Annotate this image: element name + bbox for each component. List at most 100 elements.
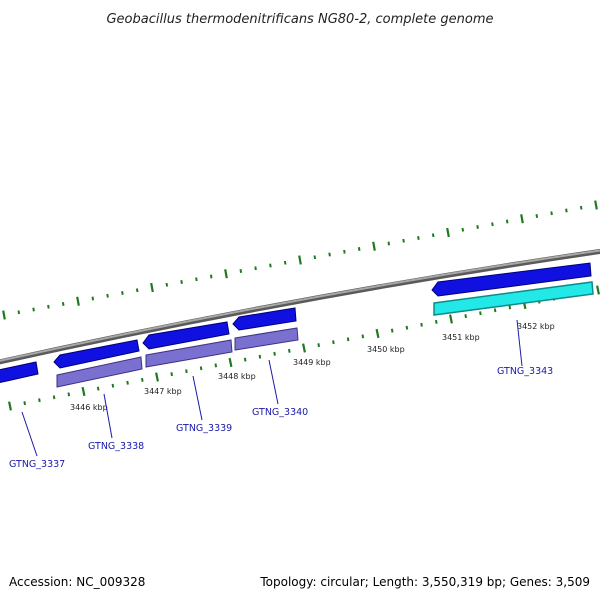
major-tick [224,269,228,279]
kbp-label: 3447 kbp [144,387,182,396]
genome-summary-text: Topology: circular; Length: 3,550,319 bp… [259,575,590,589]
minor-tick [476,225,479,229]
minor-tick [346,337,350,342]
gene-arrow-gtng-3339[interactable] [142,321,230,350]
product-bar-gtng-3338[interactable] [56,356,143,388]
major-tick [228,357,233,368]
gene-label-leaders [21,319,523,457]
major-tick [596,285,600,295]
minor-tick [47,304,50,309]
gene-label[interactable]: GTNG_3338 [88,441,144,452]
product-bar-gtng-3339[interactable] [145,339,233,368]
minor-tick [254,266,257,271]
minor-tick [402,238,405,243]
minor-tick [565,208,568,213]
gene-arrow-gtng-3343[interactable] [431,262,592,297]
minor-tick [579,205,583,210]
major-tick [298,255,302,265]
major-tick [302,343,306,353]
minor-tick [91,296,95,301]
map-title: Geobacillus thermodenitrificans NG80-2, … [106,12,493,27]
minor-tick [435,319,438,324]
gene-labels: GTNG_3337 GTNG_3338 GTNG_3339 GTNG_3340 … [9,366,553,470]
major-tick [76,296,80,306]
minor-tick [387,241,391,246]
gene-arrow-gtng-3338[interactable] [53,339,140,369]
major-tick [2,310,6,320]
major-tick [520,214,524,224]
minor-tick [96,386,100,391]
major-tick [449,314,453,324]
gene-label[interactable]: GTNG_3343 [497,366,553,377]
kbp-label: 3446 kbp [70,403,108,412]
minor-tick [283,260,287,265]
gene-arrow-gtng-3340[interactable] [232,307,297,331]
minor-tick [111,383,115,388]
genome-backbone [0,248,600,365]
minor-tick [505,219,509,224]
major-tick [594,200,598,210]
minor-tick [420,322,423,327]
inner-tick-track [8,285,600,411]
gene-label[interactable]: GTNG_3339 [176,423,232,434]
minor-tick [508,305,512,310]
product-bar-gtng-3343[interactable] [433,281,594,316]
minor-tick [195,277,198,282]
major-tick [155,372,159,382]
gene-arrow-gtng-3337[interactable] [0,361,39,384]
minor-tick [23,401,26,406]
minor-tick [390,328,394,333]
product-bar-gtng-3340[interactable] [234,327,299,351]
minor-tick [417,236,420,240]
minor-tick [38,398,41,403]
minor-tick [61,302,65,306]
kbp-label: 3449 kbp [293,358,331,367]
minor-tick [273,351,276,356]
minor-tick [328,252,331,257]
accession-text: Accession: NC_009328 [9,575,145,589]
minor-tick [135,288,139,293]
minor-tick [405,325,409,330]
minor-tick [121,291,124,295]
gene-label[interactable]: GTNG_3337 [9,459,65,470]
gene-label[interactable]: GTNG_3340 [252,407,308,418]
minor-tick [317,343,320,348]
minor-tick [209,274,213,279]
product-features [56,281,594,388]
major-tick [8,401,12,411]
minor-tick [106,293,109,298]
kbp-label: 3452 kbp [517,322,555,331]
minor-tick [361,334,365,339]
gene-features [0,262,592,384]
minor-tick [550,211,553,216]
minor-tick [461,227,465,232]
kbp-label: 3450 kbp [367,345,405,354]
minor-tick [165,282,169,287]
minor-tick [343,249,346,254]
minor-tick [357,247,361,251]
minor-tick [67,392,71,397]
minor-tick [313,255,317,260]
minor-tick [493,308,497,313]
minor-tick [185,369,188,374]
minor-tick [199,366,203,371]
minor-tick [170,372,173,377]
minor-tick [479,311,482,316]
minor-tick [239,269,243,273]
minor-tick [491,222,494,227]
minor-tick [52,395,56,400]
minor-tick [332,340,335,345]
minor-tick [258,354,262,359]
outer-tick-track [2,200,598,320]
minor-tick [180,280,183,284]
major-tick [375,328,380,339]
minor-tick [243,357,247,362]
kbp-label: 3451 kbp [442,333,480,342]
kbp-label: 3448 kbp [218,372,256,381]
major-tick [372,241,376,251]
minor-tick [214,363,218,368]
minor-tick [535,214,539,218]
kbp-scale: 3446 kbp 3447 kbp 3448 kbp 3449 kbp 3450… [70,322,555,412]
major-tick [446,227,450,238]
